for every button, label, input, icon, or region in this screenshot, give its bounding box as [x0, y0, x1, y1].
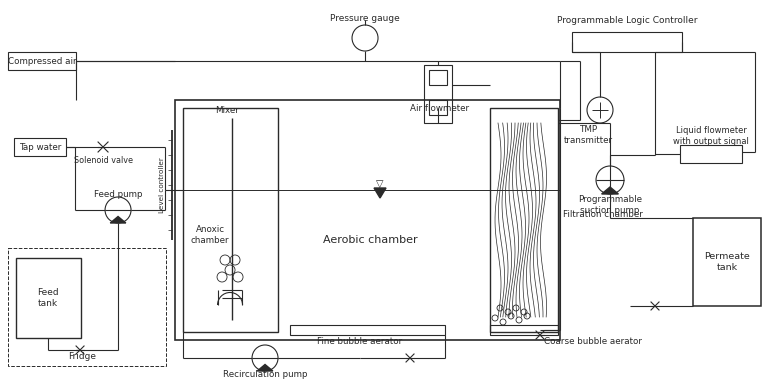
Text: Aerobic chamber: Aerobic chamber: [323, 235, 417, 245]
Text: Filtration chamber: Filtration chamber: [563, 211, 643, 219]
Bar: [429, 100, 447, 115]
Text: Feed pump: Feed pump: [94, 191, 142, 199]
Text: Mixer: Mixer: [215, 105, 239, 114]
Text: Coarse bubble aerator: Coarse bubble aerator: [544, 338, 642, 346]
Bar: [290, 325, 445, 335]
Text: Programmable
suction pump: Programmable suction pump: [578, 195, 642, 215]
Text: Permeate
tank: Permeate tank: [704, 252, 750, 272]
Bar: [424, 65, 452, 123]
Polygon shape: [257, 365, 273, 371]
Text: Air flowmeter: Air flowmeter: [410, 104, 469, 112]
Bar: [175, 100, 560, 340]
Text: ▽: ▽: [376, 179, 384, 189]
Text: Solenoid valve: Solenoid valve: [74, 156, 133, 164]
Bar: [693, 218, 761, 306]
Polygon shape: [601, 187, 618, 194]
Text: Compressed air: Compressed air: [8, 57, 76, 65]
Bar: [490, 108, 558, 332]
Text: Fridge: Fridge: [68, 353, 96, 362]
Text: Level controller: Level controller: [159, 157, 165, 213]
Bar: [572, 32, 682, 52]
Polygon shape: [374, 188, 386, 198]
Text: Pressure gauge: Pressure gauge: [330, 13, 400, 22]
Bar: [8, 52, 76, 70]
Bar: [490, 325, 558, 335]
Bar: [183, 108, 278, 332]
Polygon shape: [111, 216, 126, 223]
Text: Tap water: Tap water: [19, 142, 61, 152]
Text: Programmable Logic Controller: Programmable Logic Controller: [557, 15, 697, 25]
Text: Feed
tank: Feed tank: [37, 288, 59, 308]
Text: Anoxic
chamber: Anoxic chamber: [190, 225, 230, 245]
Bar: [8, 248, 166, 366]
Text: TMP
transmitter: TMP transmitter: [564, 125, 613, 145]
Bar: [429, 70, 447, 85]
Bar: [680, 145, 742, 163]
Text: Fine bubble aerator: Fine bubble aerator: [317, 338, 402, 346]
Text: Liquid flowmeter
with output signal: Liquid flowmeter with output signal: [673, 126, 749, 146]
Text: Recirculation pump: Recirculation pump: [223, 370, 307, 380]
Bar: [16, 258, 81, 338]
Bar: [14, 138, 66, 156]
